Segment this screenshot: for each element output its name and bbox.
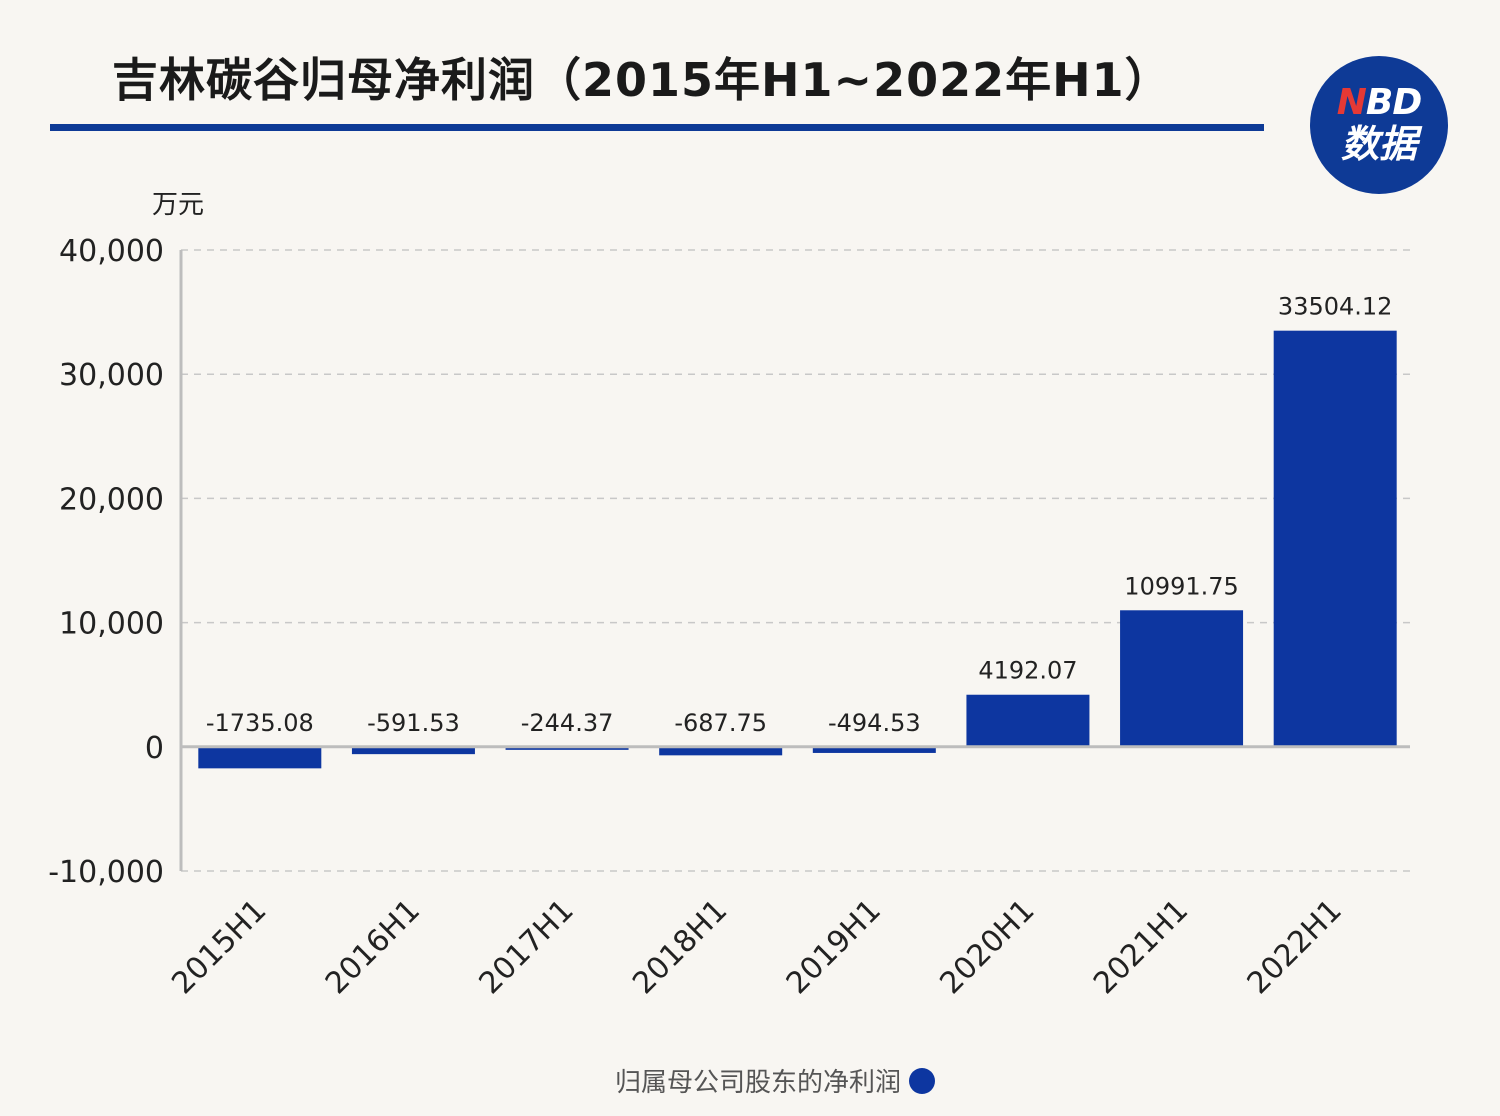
y-tick-label: 40,000	[59, 234, 164, 269]
logo-bd-letters: BD	[1365, 82, 1422, 123]
x-tick-label: 2016H1	[319, 893, 427, 1001]
logo-n-letter: N	[1336, 82, 1367, 123]
x-tick-label: 2015H1	[165, 893, 273, 1001]
data-label: -244.37	[521, 709, 614, 737]
legend-label: 归属母公司股东的净利润	[614, 1068, 901, 1098]
y-tick-label: 30,000	[59, 358, 164, 393]
legend-swatch-icon	[909, 1067, 935, 1094]
bar	[659, 746, 783, 756]
data-label: 10991.75	[1124, 572, 1239, 600]
nbd-data-logo: NBD 数据	[1310, 56, 1448, 194]
data-label: -494.53	[828, 709, 921, 737]
bar	[351, 746, 475, 755]
bar	[1120, 610, 1244, 747]
y-tick-label: 20,000	[59, 482, 164, 517]
y-tick-label: -10,000	[48, 855, 164, 890]
x-tick-label: 2018H1	[626, 893, 734, 1001]
data-label: 4192.07	[978, 657, 1077, 685]
chart-legend: 归属母公司股东的净利润	[0, 1062, 1500, 1099]
data-label: -687.75	[674, 709, 767, 737]
bar	[198, 746, 322, 769]
x-tick-label: 2022H1	[1241, 893, 1349, 1001]
bar	[812, 746, 936, 753]
bar	[1273, 330, 1397, 747]
y-tick-label: 10,000	[59, 607, 164, 642]
bar	[505, 746, 629, 750]
x-tick-label: 2019H1	[780, 893, 888, 1001]
chart-title: 吉林碳谷归母净利润（2015年H1~2022年H1）	[112, 53, 1172, 107]
data-label: 33504.12	[1278, 293, 1393, 321]
x-tick-label: 2017H1	[473, 893, 581, 1001]
title-underline	[50, 124, 1264, 131]
bar	[966, 694, 1090, 747]
logo-data-text: 数据	[1340, 122, 1417, 166]
x-tick-label: 2021H1	[1087, 893, 1195, 1001]
y-tick-label: 0	[145, 731, 164, 766]
y-axis-unit-label: 万元	[152, 190, 204, 220]
x-tick-label: 2020H1	[933, 893, 1041, 1001]
logo-nbd-text: NBD	[1336, 82, 1422, 123]
data-label: -591.53	[367, 709, 460, 737]
data-label: -1735.08	[206, 709, 314, 737]
